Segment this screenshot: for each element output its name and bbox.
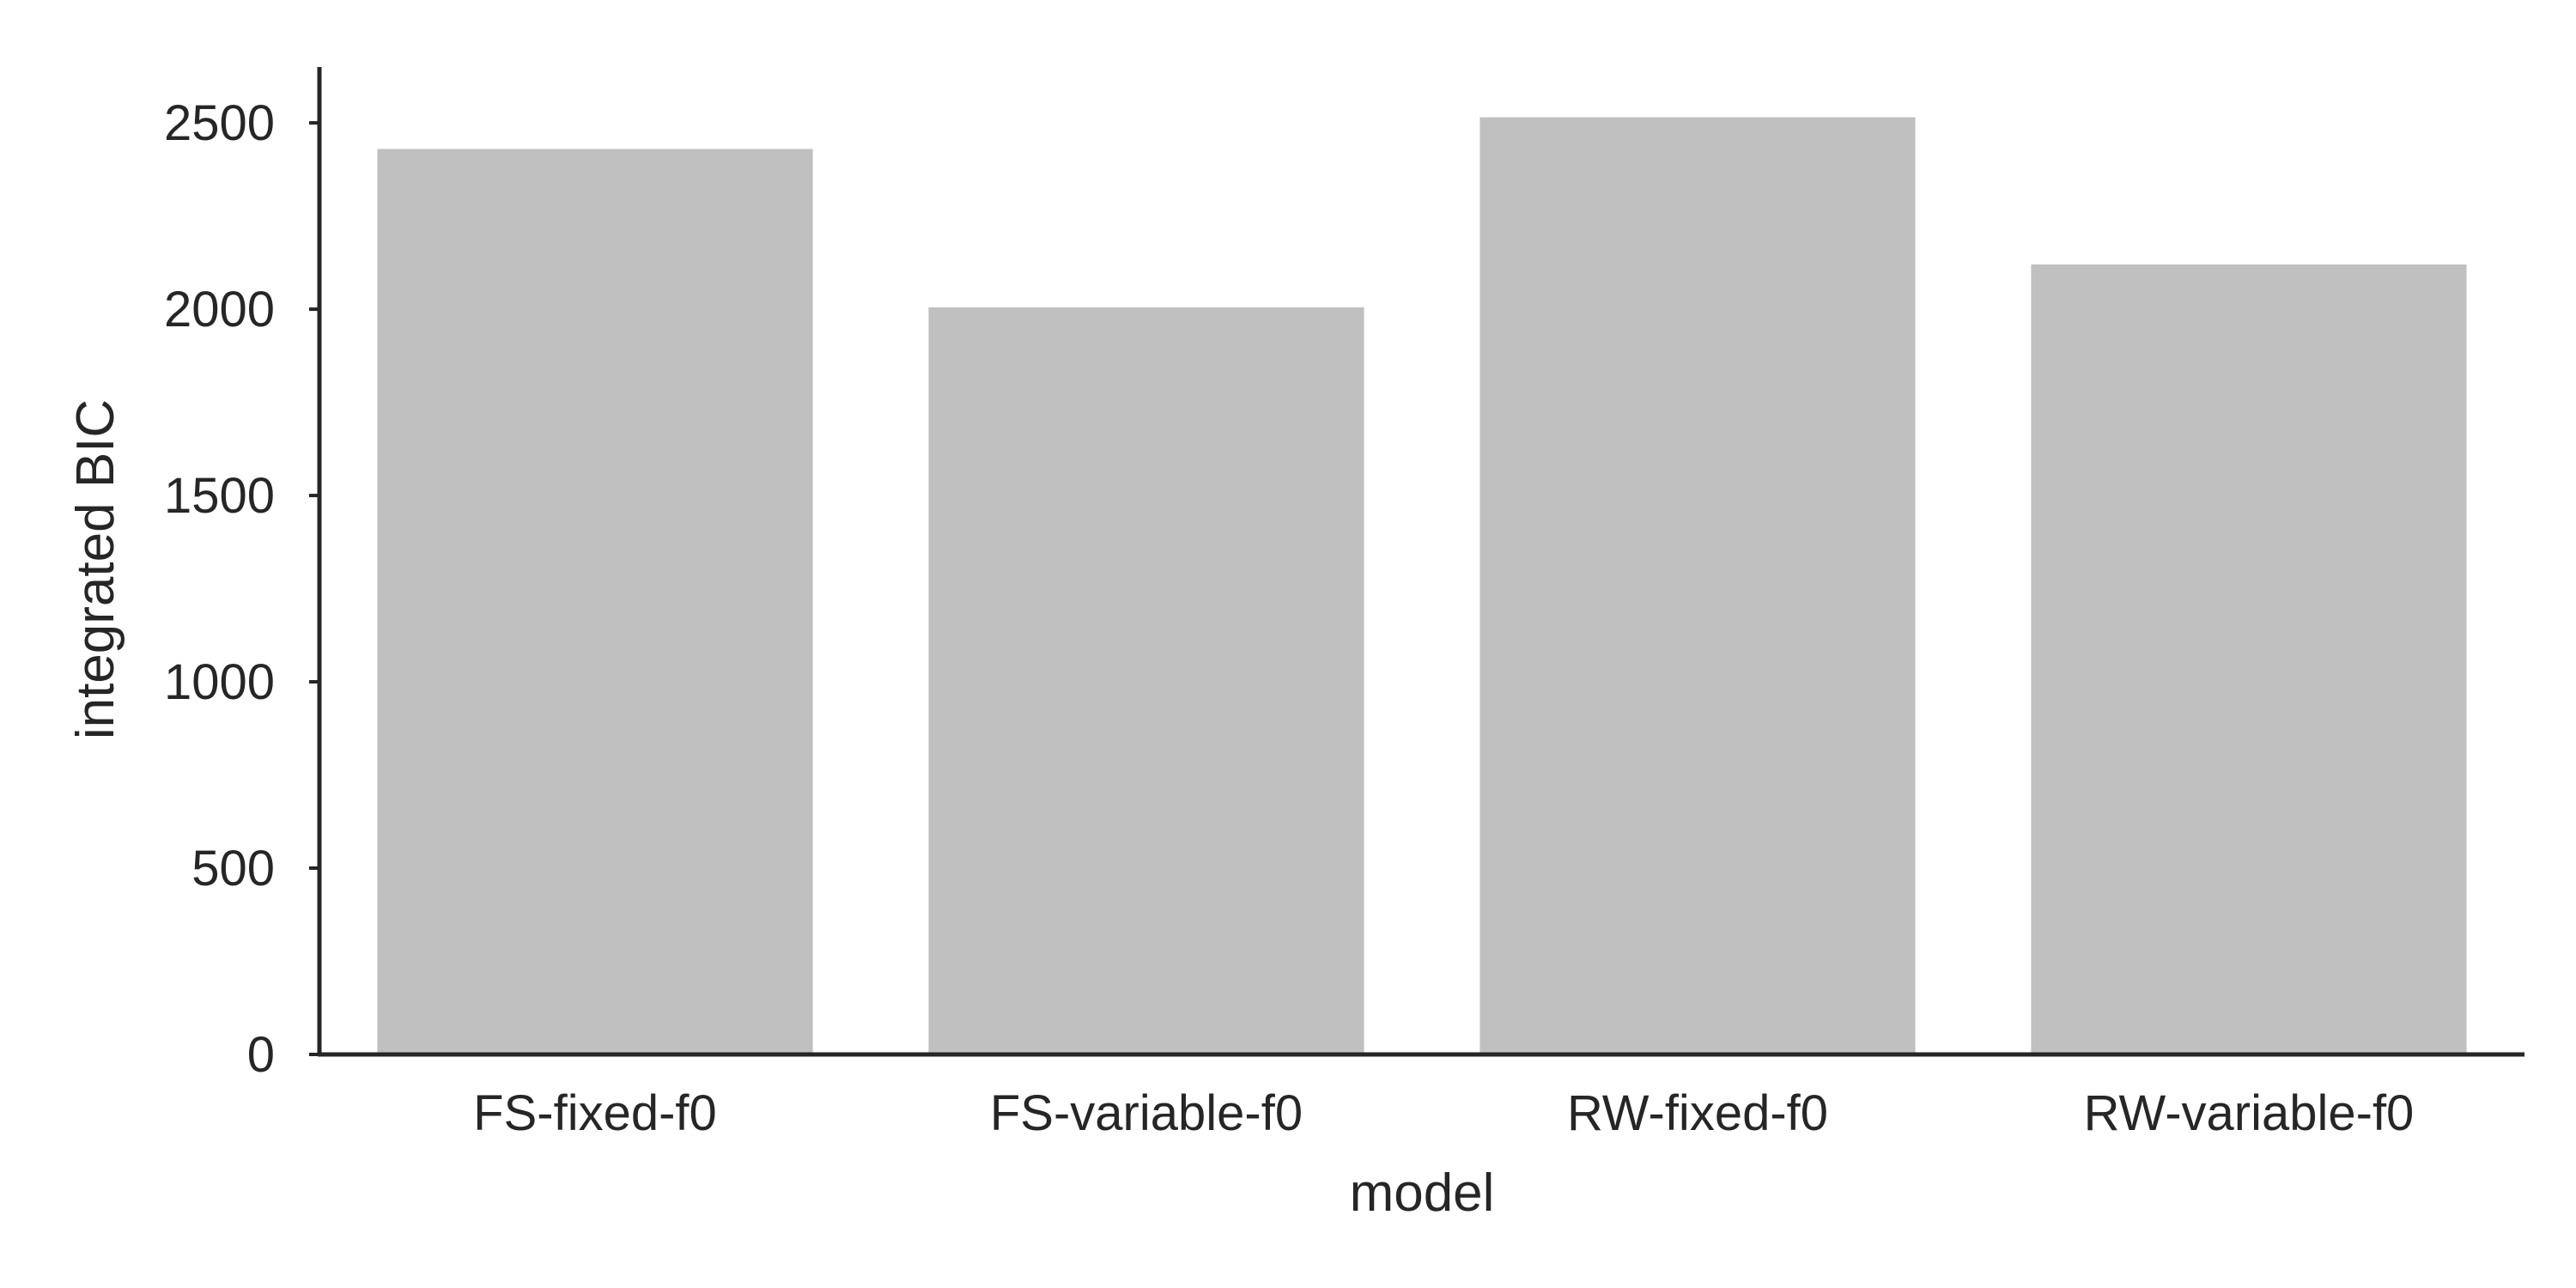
y-axis-ticks: 0 500 1000 1500 2000 2500 (164, 95, 319, 1083)
y-tick-label: 1000 (164, 654, 275, 710)
bar-fs-variable-f0 (928, 307, 1364, 1055)
y-tick-label: 0 (247, 1027, 275, 1083)
x-tick-label: RW-fixed-f0 (1567, 1085, 1828, 1141)
bar-rw-fixed-f0 (1479, 117, 1916, 1054)
x-axis-label: model (1350, 1163, 1495, 1223)
x-tick-label: FS-variable-f0 (990, 1085, 1303, 1141)
y-tick-label: 1500 (164, 468, 275, 524)
bars-group (377, 117, 2467, 1055)
bar-fs-fixed-f0 (377, 149, 813, 1055)
x-tick-label: RW-variable-f0 (2084, 1085, 2415, 1141)
bar-rw-variable-f0 (2031, 264, 2467, 1054)
x-tick-label: FS-fixed-f0 (473, 1085, 717, 1141)
y-tick-label: 2000 (164, 282, 275, 337)
y-tick-label: 2500 (164, 95, 275, 151)
y-tick-label: 500 (191, 841, 275, 896)
y-axis-label: integrated BIC (66, 399, 125, 739)
x-axis-ticks: FS-fixed-f0 FS-variable-f0 RW-fixed-f0 RW-v… (473, 1085, 2414, 1141)
